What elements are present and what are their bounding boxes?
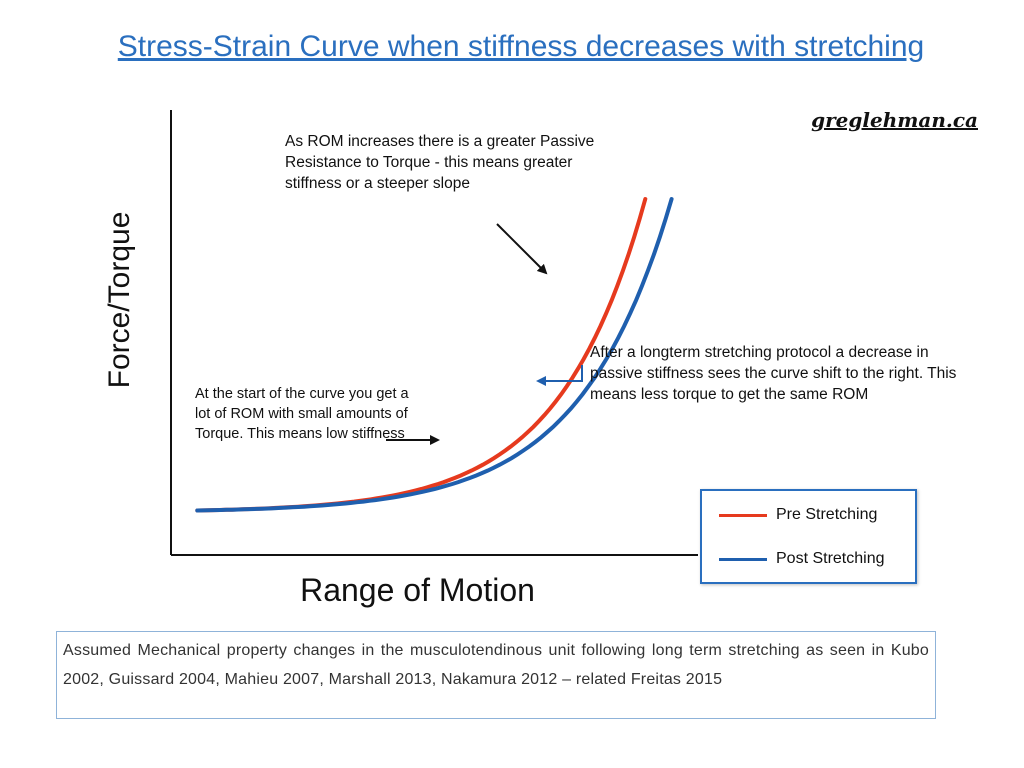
slide-title: Stress-Strain Curve when stiffness decre… [117, 30, 925, 63]
legend-item-post: Post Stretching [702, 544, 915, 574]
legend-swatch-post [719, 558, 767, 561]
arrow-steep-slope [496, 223, 548, 275]
chart-legend: Pre Stretching Post Stretching [700, 489, 917, 584]
annotation-low-stiffness: At the start of the curve you get a lot … [195, 386, 409, 442]
annotation-curve-shift: After a longterm stretching protocol a d… [590, 344, 957, 403]
citation-footer: Assumed Mechanical property changes in t… [56, 631, 936, 719]
y-axis-label: Force/Torque [103, 211, 136, 389]
legend-label-post: Post Stretching [776, 550, 885, 567]
series-line-pre-stretching [195, 197, 648, 513]
x-axis-label: Range of Motion [300, 572, 535, 608]
legend-item-pre: Pre Stretching [702, 500, 915, 530]
annotation-steep-slope: As ROM increases there is a greater Pass… [285, 133, 595, 192]
legend-swatch-pre [719, 514, 767, 517]
arrow-post-curve [536, 365, 583, 386]
legend-label-pre: Pre Stretching [776, 506, 878, 523]
watermark-link[interactable]: greglehman.ca [811, 108, 978, 132]
series-line-post-stretching [195, 197, 674, 513]
